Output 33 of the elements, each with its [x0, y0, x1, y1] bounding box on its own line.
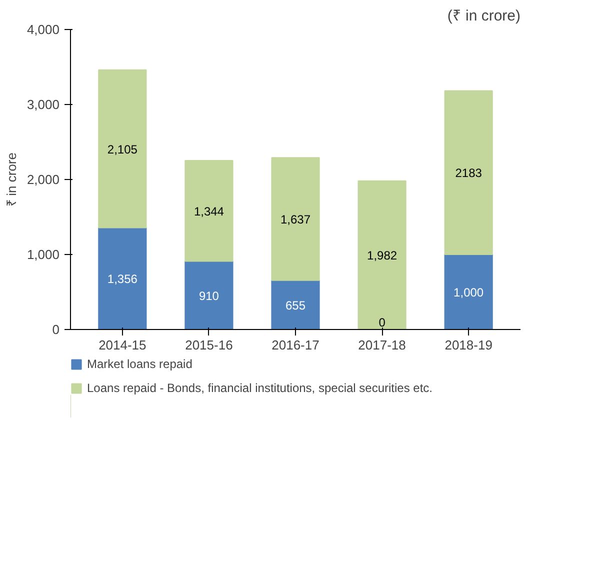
x-tick-label: 2017-18	[358, 338, 406, 352]
y-tick-label: 1,000	[26, 247, 60, 262]
data-label: 1,982	[367, 248, 398, 263]
data-label: 655	[285, 298, 306, 312]
bar	[444, 254, 493, 330]
bar	[444, 90, 493, 255]
bar	[184, 260, 234, 330]
y-tick-label: 4,000	[26, 22, 60, 37]
x-tick-label: 2018-19	[444, 338, 492, 352]
x-tick-label: 2014-15	[98, 338, 146, 352]
y-tick-label: 2,000	[26, 172, 60, 187]
data-label: 1,637	[280, 212, 311, 226]
bar	[98, 69, 147, 228]
data-label: 2,105	[107, 142, 138, 156]
x-tick-label: 2015-16	[185, 338, 233, 352]
bar	[358, 180, 406, 330]
y-axis-title: ₹ in crore	[4, 152, 19, 206]
bar	[271, 280, 320, 330]
data-label: 2183	[455, 166, 482, 180]
text: (₹ in crore)	[447, 8, 521, 24]
data-label: 1,356	[107, 272, 138, 286]
legend-label: Market loans repaid	[87, 357, 192, 371]
bar	[98, 227, 147, 330]
data-label: 1,000	[454, 286, 484, 300]
bar	[184, 160, 234, 262]
x-tick-label: 2016-17	[272, 338, 320, 352]
bar	[271, 157, 320, 281]
legend-label: Loans repaid - Bonds, financial institutions, special securities etc.	[87, 381, 433, 395]
data-label: 1,344	[194, 204, 224, 218]
y-tick-label: 3,000	[26, 97, 60, 112]
data-label: 910	[198, 288, 220, 303]
data-label: 0	[378, 316, 386, 330]
y-tick-label: 0	[52, 322, 60, 337]
